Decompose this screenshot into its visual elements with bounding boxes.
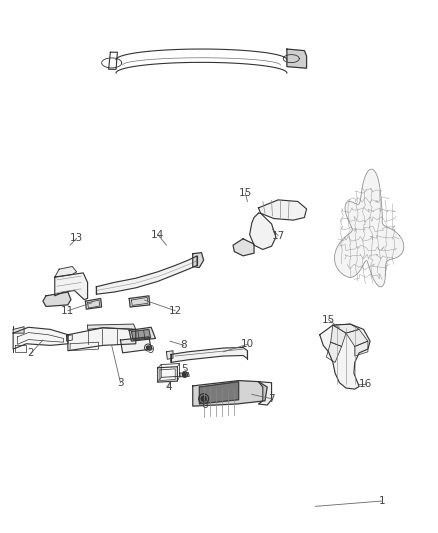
Text: 4: 4 xyxy=(165,382,172,392)
Polygon shape xyxy=(258,200,307,220)
Polygon shape xyxy=(129,327,155,341)
Polygon shape xyxy=(233,239,254,256)
Text: 9: 9 xyxy=(148,345,155,355)
Polygon shape xyxy=(355,341,368,356)
Polygon shape xyxy=(335,169,404,287)
Polygon shape xyxy=(120,337,151,353)
Circle shape xyxy=(147,346,149,349)
Text: 8: 8 xyxy=(180,341,187,350)
Text: 5: 5 xyxy=(181,365,188,374)
Text: 12: 12 xyxy=(169,306,182,316)
Text: 10: 10 xyxy=(241,340,254,349)
Text: 17: 17 xyxy=(272,231,285,240)
Text: 3: 3 xyxy=(117,378,124,387)
Polygon shape xyxy=(171,348,247,362)
Polygon shape xyxy=(250,213,276,249)
Polygon shape xyxy=(55,273,88,300)
Polygon shape xyxy=(68,328,136,351)
Text: 11: 11 xyxy=(61,306,74,316)
Polygon shape xyxy=(85,298,102,309)
Polygon shape xyxy=(199,382,239,404)
Polygon shape xyxy=(333,324,359,333)
Polygon shape xyxy=(287,49,307,68)
Text: 7: 7 xyxy=(268,394,275,403)
Text: 14: 14 xyxy=(151,230,164,239)
Text: 16: 16 xyxy=(359,379,372,389)
Text: 1: 1 xyxy=(378,496,385,506)
Polygon shape xyxy=(13,327,68,349)
Text: 15: 15 xyxy=(322,315,335,325)
Polygon shape xyxy=(13,327,24,333)
Polygon shape xyxy=(346,329,368,346)
Polygon shape xyxy=(331,325,346,346)
Circle shape xyxy=(201,396,206,401)
Text: 15: 15 xyxy=(239,188,252,198)
Polygon shape xyxy=(158,367,177,382)
Polygon shape xyxy=(129,296,150,307)
Polygon shape xyxy=(55,266,77,277)
Text: 13: 13 xyxy=(70,233,83,243)
Polygon shape xyxy=(166,351,173,359)
Polygon shape xyxy=(193,253,204,268)
Text: 2: 2 xyxy=(27,349,34,358)
Polygon shape xyxy=(43,292,71,306)
Text: 6: 6 xyxy=(201,400,208,410)
Polygon shape xyxy=(320,324,370,389)
Polygon shape xyxy=(88,324,136,329)
Polygon shape xyxy=(193,381,267,406)
Polygon shape xyxy=(96,256,197,294)
Polygon shape xyxy=(326,342,342,362)
Polygon shape xyxy=(131,329,151,340)
Polygon shape xyxy=(258,382,272,405)
Circle shape xyxy=(182,372,187,377)
